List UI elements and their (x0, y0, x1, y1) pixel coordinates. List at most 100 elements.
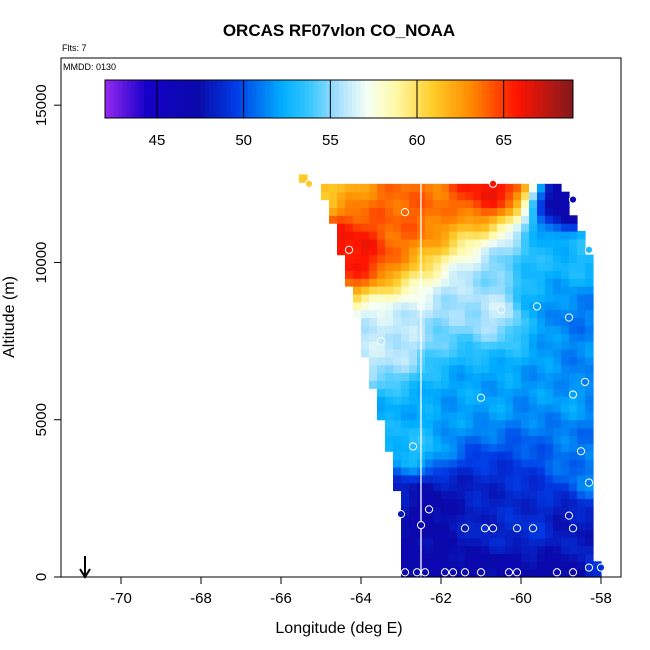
heatmap-cell (473, 427, 482, 437)
heatmap-cell (585, 348, 594, 358)
heatmap-cell (441, 396, 450, 405)
observation-point (460, 524, 470, 533)
heatmap-cell (489, 529, 498, 539)
heatmap-cell (497, 254, 506, 264)
heatmap-cell (545, 199, 554, 209)
observation-point (568, 195, 578, 204)
heatmap-cell (569, 301, 578, 311)
heatmap-cell (521, 529, 530, 539)
heatmap-cell (553, 529, 562, 539)
heatmap-cell (465, 561, 474, 570)
heatmap-cell (409, 427, 418, 437)
heatmap-cell (377, 207, 386, 216)
heatmap-cell (561, 191, 570, 201)
colorbar-segment (460, 80, 466, 118)
heatmap-cell (361, 199, 370, 209)
heatmap-cell (353, 301, 362, 311)
colorbar-segment (278, 80, 284, 118)
heatmap-cell (425, 364, 434, 374)
heatmap-cell (425, 309, 434, 319)
heatmap-cell (449, 498, 458, 507)
heatmap-cell (465, 270, 474, 279)
heatmap-cell (537, 286, 546, 295)
heatmap-cell (505, 333, 514, 342)
heatmap-cell (545, 183, 554, 193)
heatmap-cell (393, 348, 402, 358)
heatmap-cell (513, 183, 522, 193)
heatmap-cell (489, 451, 498, 460)
heatmap-cell (553, 309, 562, 319)
heatmap-cell (465, 474, 474, 484)
heatmap-cell (481, 404, 490, 413)
heatmap-cell (505, 199, 514, 209)
heatmap-cell (529, 364, 538, 374)
colorbar-segment (144, 80, 149, 118)
colorbar-segment (321, 80, 327, 118)
heatmap-cell (593, 561, 602, 570)
heatmap-cell (425, 474, 434, 484)
heatmap-cell (337, 215, 346, 224)
heatmap-cell (409, 396, 418, 405)
heatmap-cell (449, 317, 458, 326)
heatmap-cell (505, 498, 514, 507)
heatmap-cell (457, 293, 466, 303)
heatmap-cell (409, 435, 418, 444)
heatmap-cell (505, 183, 514, 193)
heatmap-cell (337, 238, 346, 248)
heatmap-cell (345, 191, 354, 201)
heatmap-cell (409, 545, 418, 555)
heatmap-cell (489, 482, 498, 492)
heatmap-cell (569, 529, 578, 539)
heatmap-cell (401, 498, 410, 507)
heatmap-cell (369, 380, 378, 389)
colorbar-segment (469, 80, 474, 118)
heatmap-cell (521, 569, 530, 578)
heatmap-cell (393, 231, 402, 240)
heatmap-cell (529, 325, 538, 334)
heatmap-cell (577, 545, 586, 555)
heatmap-cell (385, 341, 394, 350)
observation-point (580, 377, 590, 387)
heatmap-cell (505, 223, 514, 232)
heatmap-cell (465, 443, 474, 452)
heatmap-cell (585, 364, 594, 374)
heatmap-cell (425, 191, 434, 201)
heatmap-cell (505, 278, 514, 287)
heatmap-cell (409, 466, 418, 476)
heatmap-cell (441, 238, 450, 248)
heatmap-cell (369, 341, 378, 350)
heatmap-cell (505, 411, 514, 421)
heatmap-cell (497, 529, 506, 539)
heatmap-cell (353, 231, 362, 240)
heatmap-cell (545, 553, 554, 562)
heatmap-cell (425, 301, 434, 311)
heatmap-cell (369, 309, 378, 319)
heatmap-cell (457, 490, 466, 499)
heatmap-cell (401, 466, 410, 476)
heatmap-cell (577, 482, 586, 492)
heatmap-cell (585, 317, 594, 326)
heatmap-cell (561, 498, 570, 507)
heatmap-cell (481, 333, 490, 342)
heatmap-cell (537, 545, 546, 555)
heatmap-cell (457, 317, 466, 326)
heatmap-cell (545, 191, 554, 201)
heatmap-cell (561, 396, 570, 405)
heatmap-cell (449, 199, 458, 209)
heatmap-cell (401, 388, 410, 397)
colorbar-segment (174, 80, 180, 118)
heatmap-cell (489, 301, 498, 311)
heatmap-cell (505, 545, 514, 555)
heatmap-cell (545, 435, 554, 444)
heatmap-cell (577, 348, 586, 358)
heatmap-cell (521, 246, 530, 256)
heatmap-cell (385, 372, 394, 382)
heatmap-cell (441, 278, 450, 287)
heatmap-cell (505, 380, 514, 389)
heatmap-cell (505, 191, 514, 201)
heatmap-cell (385, 183, 394, 193)
heatmap-cell (505, 364, 514, 374)
x-tick-label: -62 (430, 590, 452, 607)
heatmap-cell (593, 569, 602, 578)
colorbar-segment (308, 80, 314, 118)
